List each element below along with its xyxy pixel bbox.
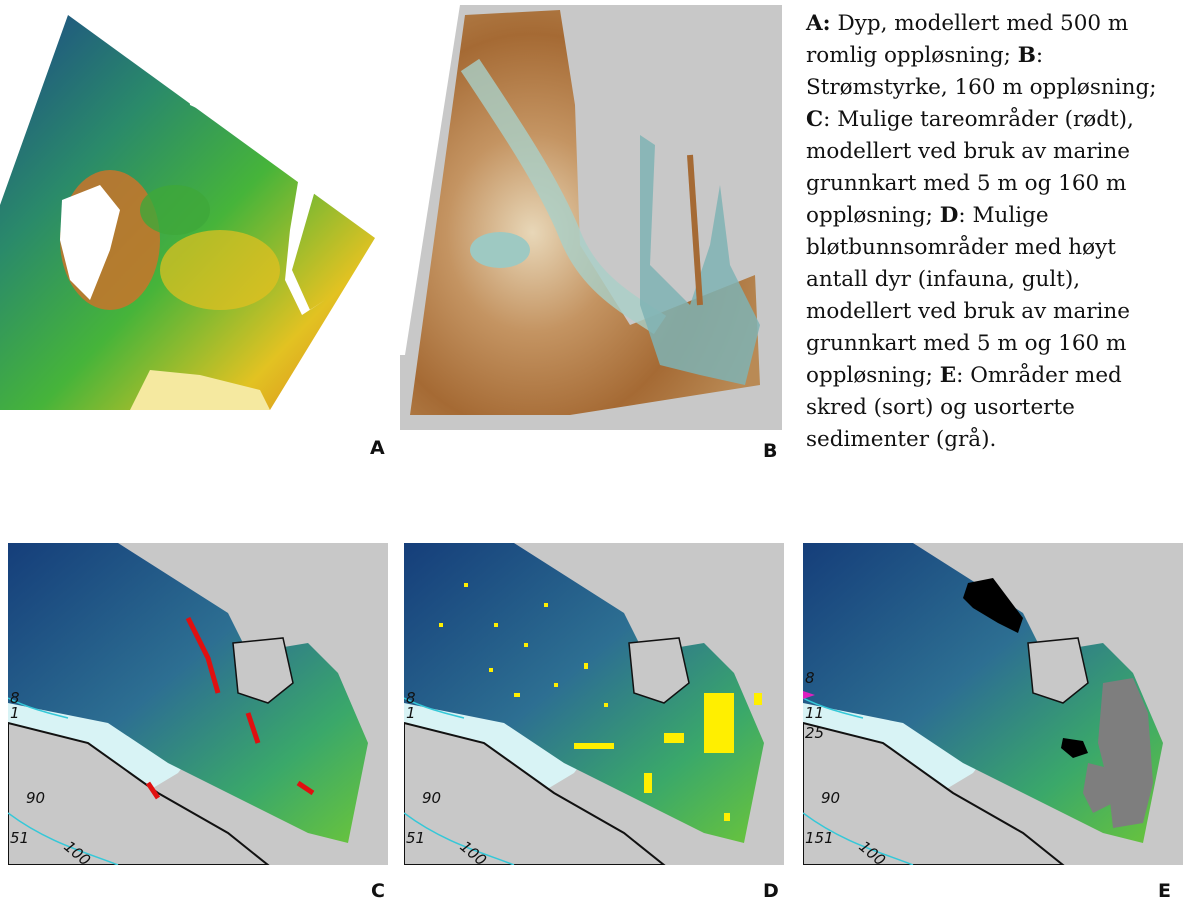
- pale-current-band: [460, 58, 667, 335]
- depth-label: 8: [805, 669, 815, 687]
- contour-line: [8, 697, 69, 719]
- novaya-zemlya-land: [285, 170, 325, 315]
- depth-label: 51: [406, 829, 425, 847]
- island-mass: [1027, 637, 1089, 704]
- island-mass: [628, 637, 690, 704]
- green-trough: [140, 185, 210, 235]
- infauna-areas: [439, 583, 762, 821]
- panel-label-c: C: [371, 880, 385, 902]
- white-border: [400, 5, 460, 355]
- contour-line: [803, 697, 864, 719]
- sea-area: [8, 543, 368, 843]
- caption-text-b: : Strømstyrke, 160 m oppløsning;: [806, 43, 1157, 100]
- map-panel-e: 8 11 25 90 151 100: [803, 543, 1183, 865]
- sea-area: [803, 543, 1163, 843]
- svalbard-land: [60, 185, 120, 300]
- contour-line: [8, 812, 119, 865]
- map-panel-a: [0, 10, 380, 420]
- depth-label: 90: [821, 789, 840, 807]
- pale-eddy: [470, 232, 530, 268]
- caption-key-d: D: [939, 203, 959, 228]
- magenta-marker: [803, 691, 815, 699]
- depth-label: 25: [805, 724, 824, 742]
- map-panel-d: 8 1 90 51 100: [404, 543, 784, 865]
- map-panel-b: [400, 5, 782, 430]
- caption-text-a: Dyp, modellert med 500 m romlig oppløsni…: [806, 11, 1129, 68]
- contour-line: [404, 697, 465, 719]
- depth-label: 8: [10, 689, 20, 707]
- panel-label-a: A: [370, 437, 385, 459]
- depth-label: 151: [805, 829, 834, 847]
- contour-line: [803, 812, 914, 865]
- land-bay: [803, 721, 1065, 865]
- yellow-bank: [160, 230, 280, 310]
- depth-label: 51: [10, 829, 29, 847]
- caption-key-c: C: [806, 107, 824, 132]
- depth-label: 11: [805, 704, 824, 722]
- island-mass: [232, 637, 294, 704]
- mainland-coast: [130, 370, 270, 410]
- sediment-area: [1083, 763, 1113, 813]
- caption-text-e: : Områder med skred (sort) og usorterte …: [806, 363, 1122, 452]
- frans-josef-land: [188, 80, 222, 112]
- caption-key-a: A:: [806, 11, 831, 36]
- land-bay: [404, 721, 666, 865]
- depth-label: 1: [10, 704, 20, 722]
- land-bay: [8, 721, 270, 865]
- panel-label-e: E: [1158, 880, 1171, 902]
- depth-label: 1: [406, 704, 416, 722]
- panel-label-d: D: [763, 880, 779, 902]
- map-panel-c: 8 1 90 51 100: [8, 543, 388, 865]
- caption-text-c: : Mulige tareområder (rødt), modellert v…: [806, 107, 1134, 228]
- kelp-areas: [145, 616, 315, 800]
- caption-key-b: B: [1017, 43, 1036, 68]
- sediment-area: [1098, 678, 1153, 828]
- caption-key-e: E: [939, 363, 957, 388]
- fjord-channel: [687, 154, 703, 306]
- slide-area: [1061, 738, 1088, 758]
- caption-text-d: : Mulige bløtbunnsområder med høyt antal…: [806, 203, 1130, 388]
- contour-line: [404, 812, 515, 865]
- depth-label: 8: [406, 689, 416, 707]
- fjord-system: [640, 135, 760, 385]
- depth-label: 90: [26, 789, 45, 807]
- panel-label-b: B: [763, 440, 778, 462]
- sea-area: [404, 543, 764, 843]
- slide-area: [963, 578, 1023, 633]
- depth-label: 90: [422, 789, 441, 807]
- figure-caption: A: Dyp, modellert med 500 m romlig opplø…: [806, 8, 1182, 456]
